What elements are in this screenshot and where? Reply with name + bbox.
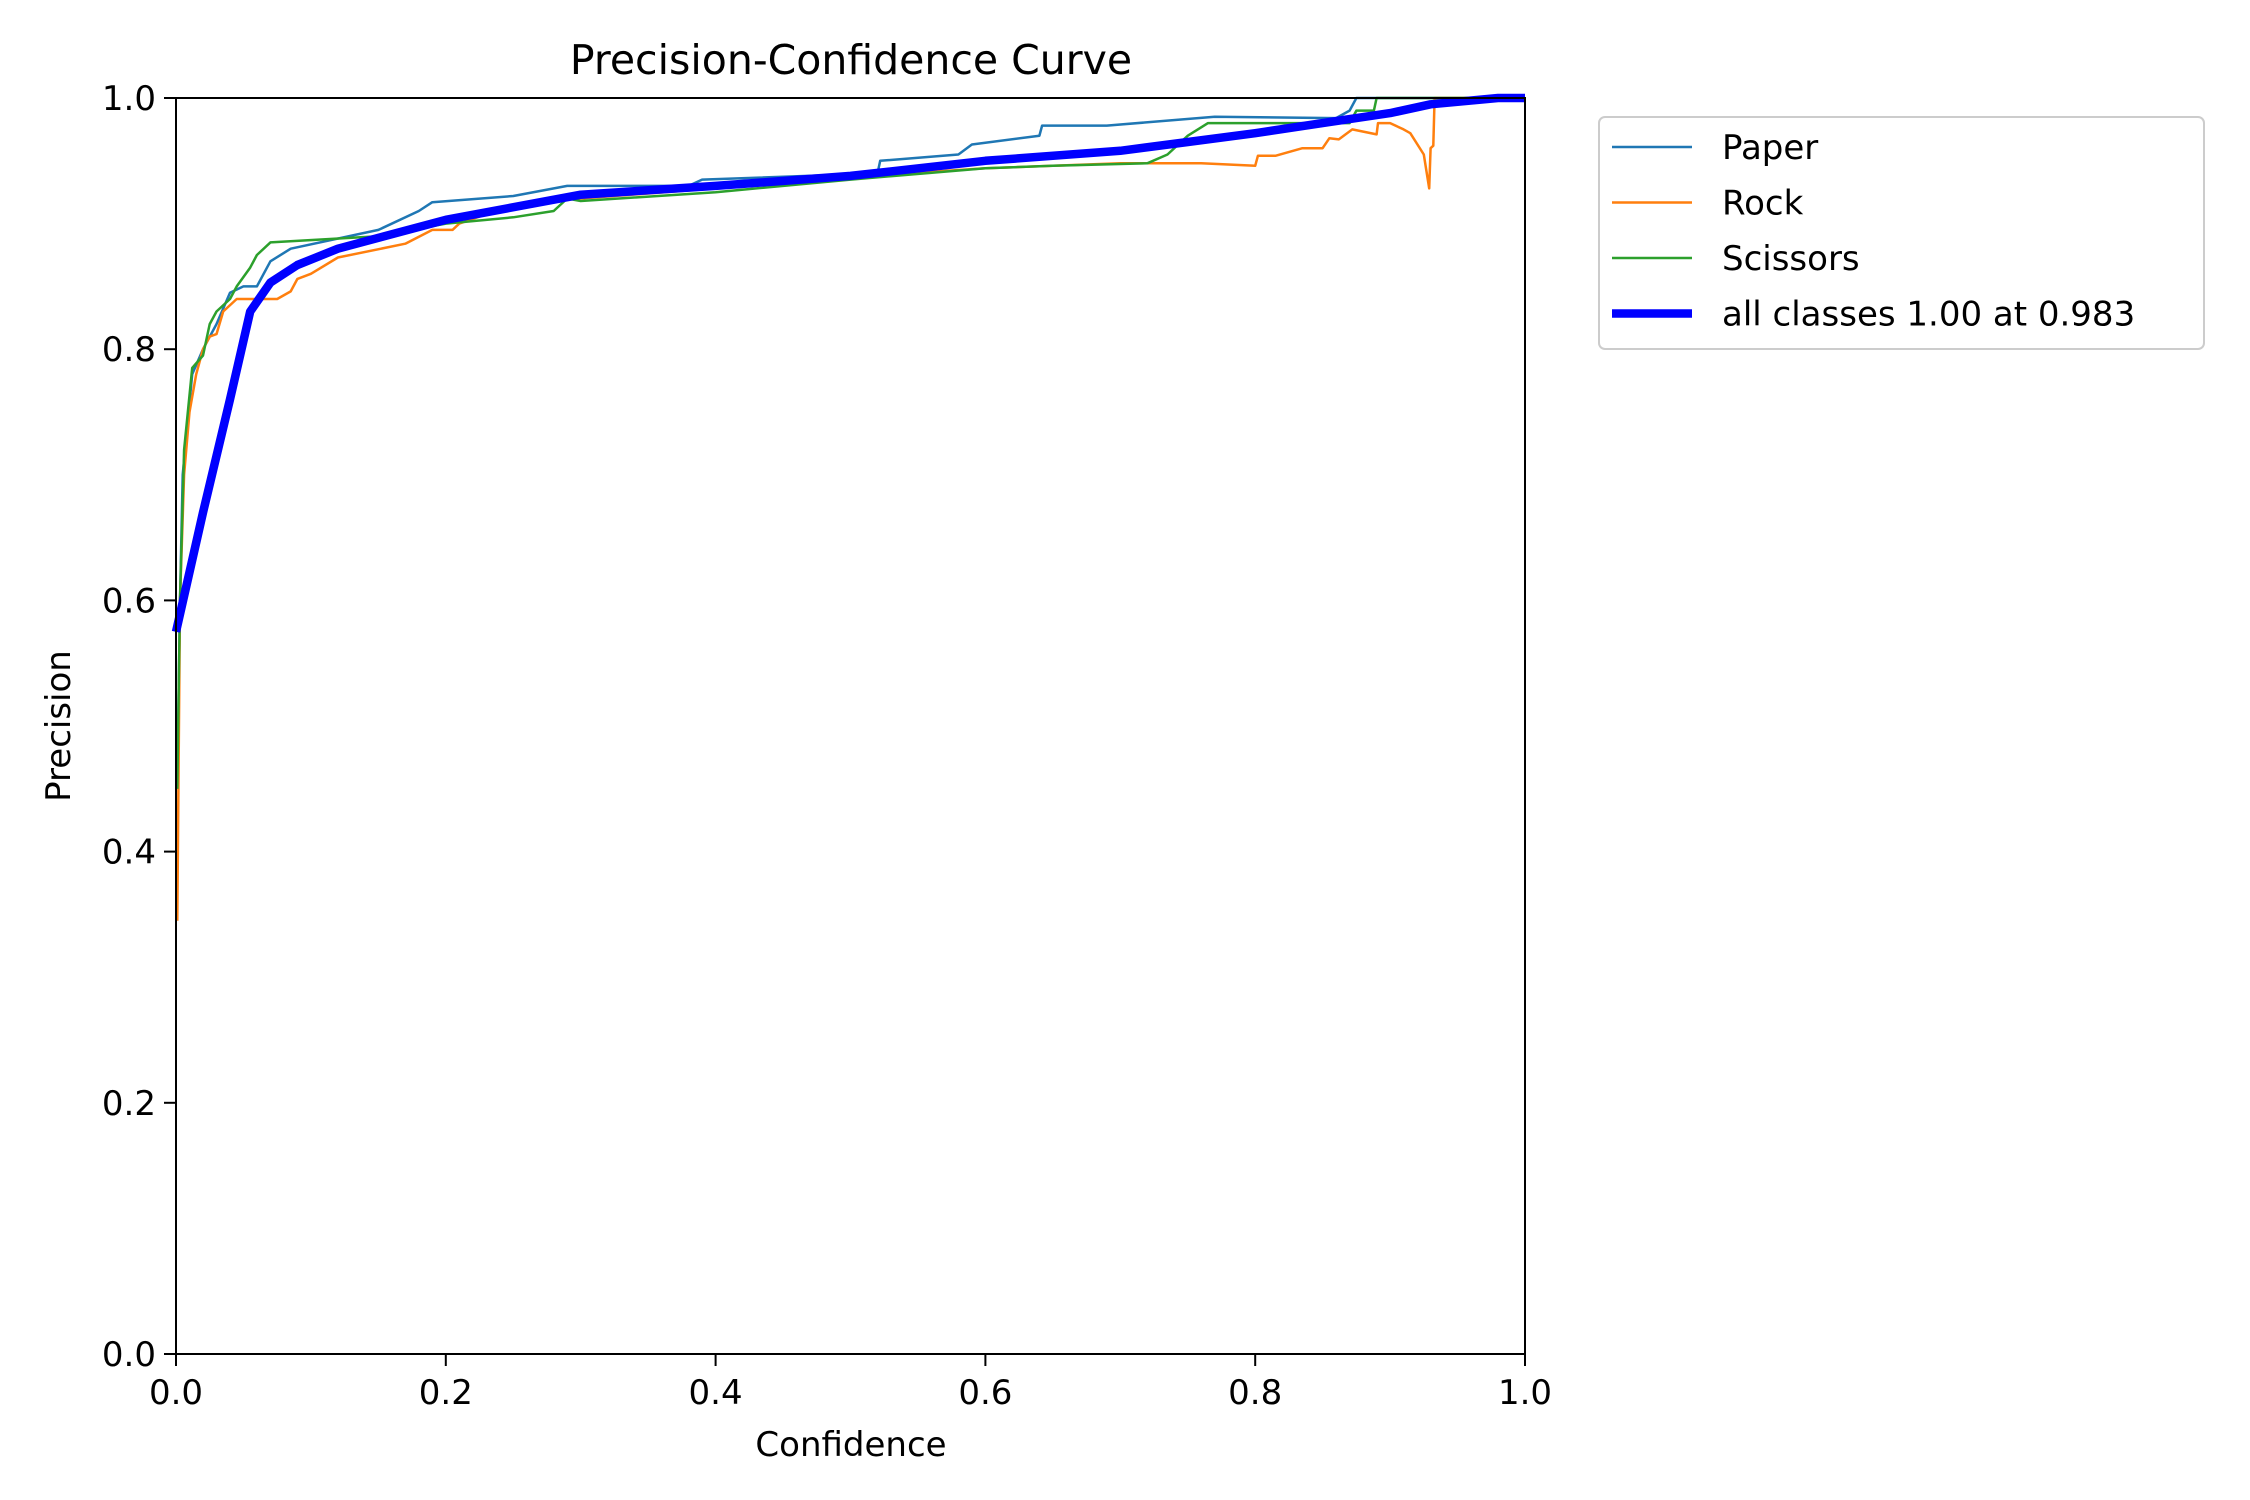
legend-label: Paper <box>1722 128 1818 168</box>
ticks-layer: 0.0 0.2 0.4 0.6 0.8 1.0 0.0 0.2 0.4 0.6 0.8 1.0 <box>102 79 1552 1413</box>
x-tick-label: 0.4 <box>689 1373 743 1413</box>
legend-label: Rock <box>1722 184 1804 224</box>
x-tick-label: 1.0 <box>1498 1373 1552 1413</box>
y-axis-label: Precision <box>39 650 79 802</box>
y-tick-label: 0.4 <box>102 833 156 873</box>
x-tick-label: 0.2 <box>419 1373 473 1413</box>
series-line-scissors <box>176 96 1525 789</box>
x-axis-label: Confidence <box>755 1425 946 1465</box>
x-tick-label: 0.8 <box>1228 1373 1282 1413</box>
x-tick-label: 0.6 <box>958 1373 1012 1413</box>
legend-box <box>1598 116 2205 350</box>
legend-label: all classes 1.00 at 0.983 <box>1722 295 2135 335</box>
series-line-rock <box>176 96 1525 921</box>
y-tick-label: 0.0 <box>102 1335 156 1375</box>
series-line-paper <box>176 96 1525 789</box>
legend-label: Scissors <box>1722 239 1860 279</box>
plot-frame <box>175 97 1526 1355</box>
x-tick-label: 0.0 <box>149 1373 203 1413</box>
legend: Paper Rock Scissors all classes 1.00 at 0.9… <box>1598 116 2205 350</box>
y-tick-label: 0.6 <box>102 581 156 621</box>
y-tick-label: 1.0 <box>102 79 156 119</box>
series-layer <box>171 93 1525 921</box>
y-tick-label: 0.2 <box>102 1084 156 1124</box>
series-line-all <box>171 93 1525 633</box>
chart-title: Precision-Confidence Curve <box>570 36 1132 84</box>
y-tick-label: 0.8 <box>102 330 156 370</box>
